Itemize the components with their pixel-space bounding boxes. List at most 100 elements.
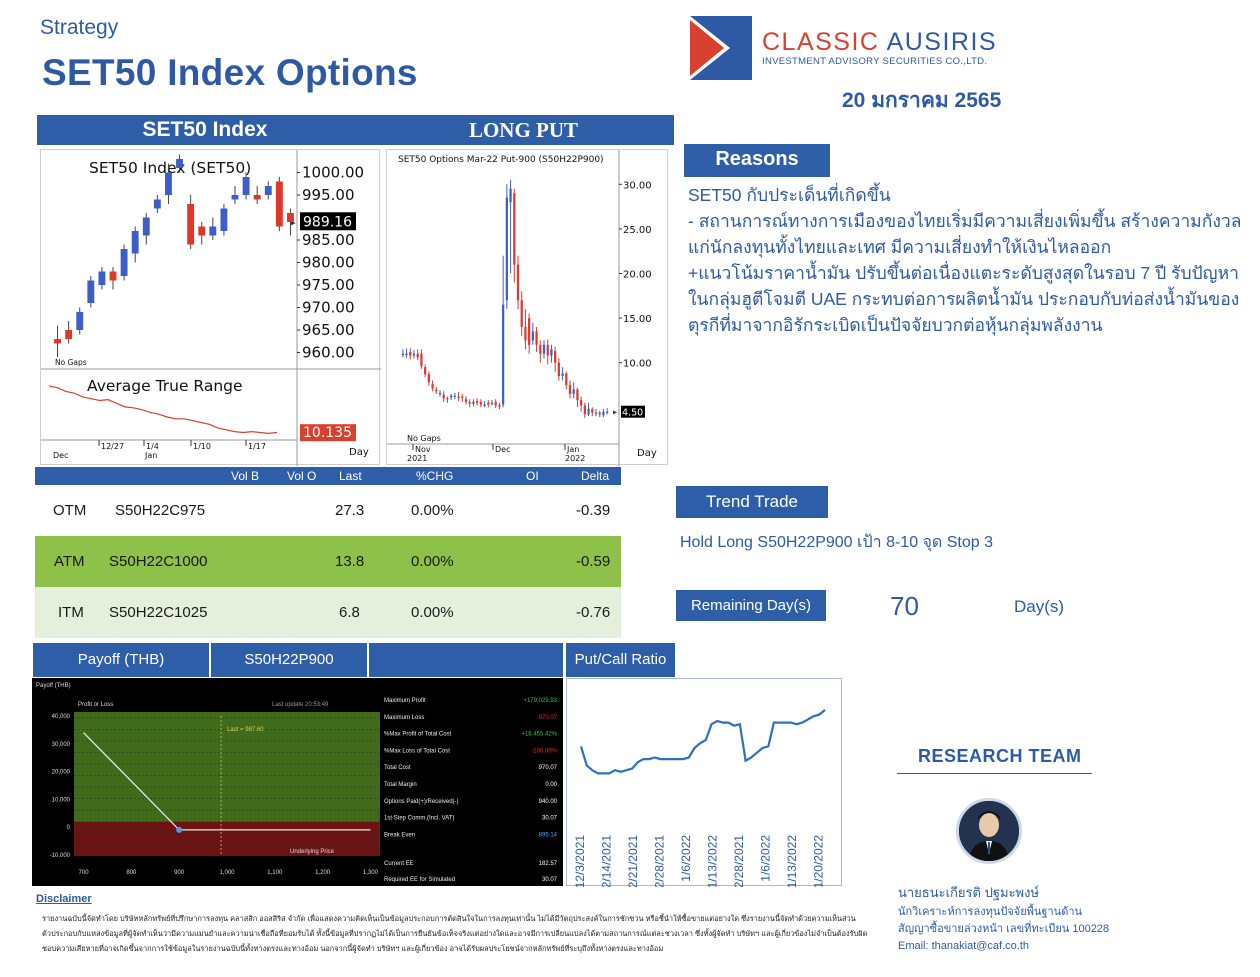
- candle-body: [479, 401, 482, 405]
- candle-body: [505, 197, 508, 301]
- candle-body: [476, 401, 479, 403]
- candle-body: [176, 159, 183, 168]
- last-update-label: Last update 20:53:49: [272, 702, 329, 708]
- chart-title: SET50 Options Mar-22 Put-900 (S50H22P900…: [398, 155, 604, 165]
- candle-body: [472, 401, 475, 404]
- y-tick-label: 15.00: [623, 314, 652, 325]
- x-tick-label: 1/17: [248, 442, 266, 451]
- row-last: 27.3: [335, 502, 365, 519]
- x-tick-label: 900: [174, 870, 185, 876]
- company-subtitle: INVESTMENT ADVISORY SECURITIES CO.,LTD.: [762, 56, 988, 67]
- company-logo-icon: [690, 16, 752, 80]
- x-tick-label: Nov: [415, 445, 431, 454]
- y-tick-label: 970.00: [302, 299, 355, 317]
- candle-body: [438, 392, 442, 395]
- candle-body: [524, 326, 527, 341]
- col-last: Last: [339, 469, 362, 483]
- candle-body: [165, 172, 172, 195]
- stat-label: Required EE for Simulated: [384, 877, 455, 883]
- candle-body: [450, 395, 453, 398]
- candle-body: [131, 231, 139, 254]
- x-tick-label: 1/10: [193, 442, 211, 451]
- candle-body: [401, 353, 404, 355]
- y-tick-label: 995.00: [302, 186, 355, 204]
- candle-body: [498, 405, 501, 407]
- candle-body: [502, 304, 505, 405]
- candle-body: [242, 177, 250, 195]
- x-tick-label: 700: [79, 870, 90, 876]
- candle-body: [490, 402, 494, 404]
- candle-body: [220, 208, 228, 231]
- trend-trade-text: Hold Long S50H22P900 เป้า 8-10 จุด Stop …: [680, 534, 994, 551]
- y-tick-label: 1000.00: [302, 164, 364, 182]
- report-date: 20 มกราคม 2565: [842, 89, 1002, 112]
- candle-body: [587, 409, 590, 415]
- candle-body: [468, 401, 471, 404]
- payoff-chart: Payoff (THB) Profit or Loss Last update 20…: [36, 683, 558, 883]
- stat-value: -970.07: [537, 715, 558, 721]
- row-chg: 0.00%: [411, 553, 454, 570]
- row-delta: -0.39: [576, 502, 611, 519]
- x-tick-label: Dec: [495, 445, 510, 454]
- x-tick-label: 12/3/2021: [573, 835, 587, 887]
- stat-label: Total Cost: [384, 765, 411, 771]
- put-call-chart-frame: 1.801.701.601.501.401.301.201.101.0012/3…: [566, 678, 875, 895]
- y-tick-label: 975.00: [302, 276, 355, 294]
- candle-body: [568, 384, 572, 394]
- options-table-header: Vol B Vol O Last %CHG OI Delta: [35, 467, 621, 485]
- x-tick-label: 1/4: [146, 442, 159, 451]
- atr-title: Average True Range: [87, 377, 243, 395]
- profit-zone: [74, 712, 380, 822]
- candle-body: [535, 331, 538, 345]
- x-tick-label: 800: [126, 870, 137, 876]
- x-tick-label: 12/21/2021: [626, 835, 640, 887]
- x-tick-label: 1/13/2022: [706, 835, 720, 887]
- candle-body: [253, 195, 261, 200]
- candle-body: [287, 213, 294, 222]
- table-row-otm: OTM S50H22C975 27.3 0.00% -0.39: [35, 485, 621, 536]
- put-call-ratio-chart: 1.801.701.601.501.401.301.201.101.0012/3…: [573, 687, 875, 895]
- no-gaps-label: No Gaps: [407, 434, 441, 443]
- candle-body: [427, 374, 430, 383]
- panel-strategy-header: LONG PUT: [373, 115, 674, 145]
- row-delta: -0.76: [576, 604, 611, 621]
- candle-body: [76, 312, 84, 330]
- put-call-section-label: Put/Call Ratio: [566, 643, 675, 677]
- set50-candlestick-chart: SET50 Index (SET50) No Gaps 1000.00 995.00 9…: [41, 150, 381, 466]
- x-tick-label: 1/6/2022: [759, 835, 773, 882]
- col-chg: %CHG: [416, 469, 454, 483]
- y-tick-label: 20,000: [52, 770, 71, 776]
- candle-body: [580, 400, 583, 406]
- y-tick-label: 985.00: [302, 231, 355, 249]
- x-tick-label: 1,100: [267, 870, 283, 876]
- y-tick-label: 960.00: [302, 344, 355, 362]
- atr-value-box: [300, 424, 356, 442]
- x-tick-label: 1/20/2022: [812, 835, 826, 887]
- candle-body: [576, 389, 579, 401]
- candle-body: [209, 226, 217, 236]
- year-label: 2022: [565, 454, 585, 463]
- month-label: Jan: [144, 451, 157, 460]
- candle-body: [602, 411, 605, 416]
- candle-body: [487, 402, 490, 405]
- row-last: 6.8: [339, 604, 360, 621]
- candle-body: [153, 199, 161, 209]
- stat-label: Break Even: [384, 832, 415, 838]
- candle-body: [583, 405, 586, 415]
- stat-label: Options Paid(+)/Received(-): [384, 799, 459, 805]
- y-tick-label: 965.00: [302, 321, 355, 339]
- stat-value: 940.00: [539, 799, 558, 805]
- candle-body: [531, 331, 534, 341]
- atr-value-label: 10.135: [303, 425, 352, 441]
- company-name-a: CLASSIC: [762, 28, 880, 56]
- payoff-section-label: Payoff (THB): [33, 643, 209, 677]
- candle-body: [264, 186, 272, 195]
- no-gaps-label: No Gaps: [55, 358, 87, 367]
- row-series: S50H22C975: [115, 502, 206, 519]
- remaining-days-button: Remaining Day(s): [676, 590, 826, 621]
- reasons-heading: SET50 กับประเด็นที่เกิดขึ้น: [688, 185, 891, 205]
- strategy-label: Strategy: [40, 16, 119, 39]
- blank-section-label: [369, 643, 563, 677]
- x-tick-label: 1,300: [363, 870, 379, 876]
- remaining-days-unit: Day(s): [1014, 597, 1065, 616]
